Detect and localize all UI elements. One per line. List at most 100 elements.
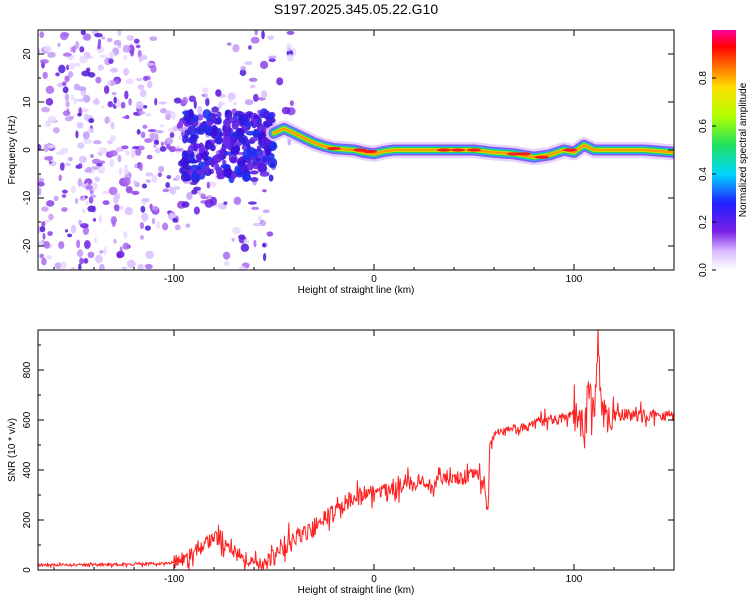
spectrogram-noise-blob — [91, 158, 101, 165]
spectrogram-noise-blob — [97, 165, 106, 174]
spectrogram-noise-blob — [76, 249, 84, 258]
spectrogram-noise-blob — [240, 114, 249, 126]
spectrogram-noise-blob — [260, 60, 269, 69]
spectrogram-noise-blob — [261, 137, 271, 147]
spectrogram-noise-blob — [197, 105, 203, 115]
spectrogram-hotspot — [535, 155, 549, 159]
spectrogram-noise-blob — [257, 162, 266, 173]
spectrogram-noise-blob — [145, 172, 154, 177]
spectrogram-noise-blob — [59, 162, 65, 171]
spectrogram-noise-blob — [231, 171, 237, 180]
spectrogram-noise-blob — [61, 81, 67, 87]
spectrogram-noise-blob — [124, 90, 129, 100]
spectrogram-noise-blob — [143, 76, 149, 82]
spectrogram-noise-blob — [162, 188, 170, 193]
spectrogram-noise-blob — [64, 75, 70, 83]
spectrogram-noise-blob — [110, 121, 115, 130]
spectrogram-noise-blob — [79, 46, 85, 53]
spectrogram-noise-blob — [172, 217, 178, 223]
spectrogram-noise-blob — [211, 106, 220, 113]
snr-xtick-label: 100 — [566, 574, 583, 585]
spectrogram-noise-blob — [109, 135, 117, 142]
spectrogram-noise-blob — [100, 36, 106, 40]
spectrogram-noise-blob — [38, 143, 42, 151]
spectrogram-noise-blob — [146, 80, 153, 89]
spectrogram-noise-blob — [139, 89, 147, 98]
spectrogram-noise-blob — [85, 166, 92, 173]
spectrogram-noise-blob — [145, 179, 151, 183]
spectrogram-noise-blob — [99, 263, 105, 270]
spectrogram-noise-blob — [78, 155, 87, 164]
spectrogram-noise-blob — [43, 241, 51, 249]
spectrogram-noise-blob — [205, 97, 210, 107]
spectrogram-noise-blob — [211, 126, 219, 137]
spectrogram-noise-blob — [156, 221, 161, 229]
spectrogram-noise-blob — [81, 70, 91, 77]
spectrogram-hotspot — [507, 152, 521, 156]
spectrogram-noise-blob — [77, 98, 86, 102]
spectrogram-noise-blob — [166, 174, 172, 179]
spectrogram-noise-blob — [131, 190, 140, 196]
snr-ytick-label: 400 — [22, 461, 33, 478]
spectrogram-noise-blob — [230, 156, 237, 164]
spectrogram-noise-blob — [65, 229, 69, 233]
spectrogram-noise-blob — [126, 35, 135, 41]
spectrogram-hotspot — [327, 146, 341, 151]
spectrogram-noise-blob — [227, 99, 233, 103]
spectrogram-noise-blob — [135, 77, 143, 82]
spectrogram-noise-blob — [56, 82, 64, 88]
spectrogram-noise-blob — [88, 118, 95, 124]
spectrogram-noise-blob — [66, 108, 70, 115]
spectrogram-noise-blob — [92, 218, 97, 222]
spectrogram-noise-blob — [155, 130, 164, 134]
spectrogram-noise-blob — [266, 119, 271, 124]
spectrogram-noise-blob — [113, 194, 119, 204]
spectrogram-noise-blob — [206, 117, 211, 122]
spectrogram-noise-blob — [100, 105, 105, 109]
spectrogram-noise-blob — [218, 132, 224, 137]
spectrogram-noise-blob — [253, 153, 258, 159]
spectrogram-ytick-label: 20 — [22, 48, 33, 60]
spectrogram-noise-blob — [62, 189, 68, 194]
spectrogram-noise-blob — [135, 44, 141, 49]
spectrogram-noise-blob — [268, 58, 276, 63]
spectrogram-noise-blob — [196, 169, 205, 175]
spectrogram-noise-blob — [113, 238, 117, 244]
spectrogram-noise-blob — [185, 137, 196, 144]
spectrogram-noise-blob — [82, 131, 90, 140]
spectrogram-noise-blob — [216, 173, 226, 180]
spectrogram-noise-blob — [256, 145, 262, 152]
spectrogram-noise-blob — [78, 163, 83, 168]
spectrogram-noise-blob — [223, 260, 230, 267]
spectrogram-noise-blob — [168, 146, 177, 153]
spectrogram-noise-blob — [262, 209, 270, 214]
spectrogram-noise-blob — [191, 170, 198, 181]
spectrogram-noise-blob — [216, 111, 222, 118]
spectrogram-noise-blob — [106, 37, 113, 43]
spectrogram-noise-blob — [125, 186, 133, 194]
spectrogram-noise-blob — [182, 96, 188, 105]
spectrogram-noise-blob — [76, 239, 81, 249]
spectrogram-noise-blob — [70, 94, 74, 101]
spectrogram-noise-blob — [197, 189, 201, 196]
spectrogram-noise-blob — [77, 178, 83, 187]
spectrogram-noise-blob — [249, 177, 259, 182]
spectrogram-noise-blob — [61, 194, 67, 198]
spectrogram-noise-blob — [243, 238, 250, 246]
spectrogram-noise-blob — [46, 200, 55, 207]
spectrogram-noise-blob — [215, 89, 222, 97]
spectrogram-noise-blob — [214, 163, 220, 172]
spectrogram-noise-blob — [269, 162, 275, 167]
spectrogram-noise-blob — [197, 161, 208, 172]
spectrogram-noise-blob — [151, 174, 158, 184]
spectrogram-noise-blob — [252, 117, 258, 128]
spectrogram-noise-blob — [130, 49, 135, 57]
spectrogram-noise-blob — [262, 189, 267, 193]
spectrogram-noise-blob — [158, 165, 165, 173]
spectrogram-noise-blob — [107, 79, 111, 87]
spectrogram-noise-blob — [145, 250, 155, 259]
spectrogram-noise-blob — [227, 92, 236, 100]
spectrogram-noise-blob — [253, 93, 259, 102]
spectrogram-noise-blob — [262, 252, 267, 262]
